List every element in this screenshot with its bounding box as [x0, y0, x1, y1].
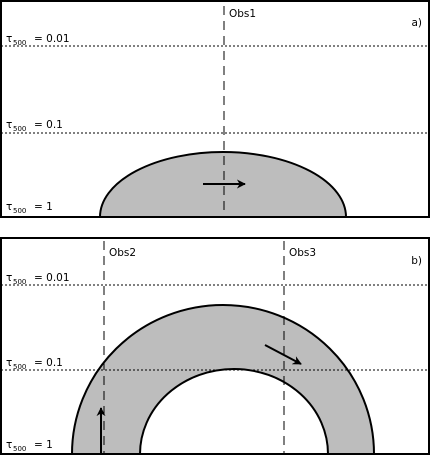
panel-a-tag: a) — [411, 17, 422, 29]
svg-text:τ: τ — [6, 201, 12, 213]
svg-text:500: 500 — [13, 207, 26, 215]
svg-text:= 1: = 1 — [34, 439, 53, 451]
panel-a-frame — [0, 0, 430, 218]
svg-text:τ: τ — [6, 33, 12, 45]
panel-b-frame — [0, 237, 430, 455]
svg-text:τ: τ — [6, 357, 12, 369]
obs2-label: Obs2 — [109, 247, 136, 259]
svg-text:500: 500 — [13, 125, 26, 133]
svg-text:500: 500 — [13, 39, 26, 47]
obs3-label: Obs3 — [289, 247, 316, 259]
panel-b-tag: b) — [411, 255, 422, 267]
svg-text:τ: τ — [6, 439, 12, 451]
tau-label-a-01: τ 500 = 0.1 — [6, 119, 63, 133]
svg-text:= 1: = 1 — [34, 201, 53, 213]
tau-label-a-1: τ 500 = 1 — [6, 201, 53, 215]
svg-text:= 0.1: = 0.1 — [34, 357, 63, 369]
tau-label-b-1: τ 500 = 1 — [6, 439, 53, 453]
tau-label-b-01: τ 500 = 0.1 — [6, 357, 63, 371]
svg-text:500: 500 — [13, 278, 26, 286]
tau-label-a-001: τ 500 = 0.01 — [6, 33, 70, 47]
svg-text:= 0.1: = 0.1 — [34, 119, 63, 131]
svg-text:500: 500 — [13, 445, 26, 453]
svg-text:τ: τ — [6, 272, 12, 284]
obs1-label: Obs1 — [229, 8, 256, 20]
panel-b: b) Obs2 Obs3 τ 500 = 0.01 τ 500 = 0.1 τ … — [0, 237, 430, 455]
svg-text:τ: τ — [6, 119, 12, 131]
svg-text:= 0.01: = 0.01 — [34, 272, 70, 284]
svg-text:500: 500 — [13, 363, 26, 371]
loop-annulus — [70, 304, 376, 454]
flow-arrow-b-down — [264, 344, 302, 365]
tau-label-b-001: τ 500 = 0.01 — [6, 272, 70, 286]
panel-a: a) Obs1 τ 500 = 0.01 τ 500 = 0.1 τ 500 =… — [0, 0, 430, 218]
svg-text:= 0.01: = 0.01 — [34, 33, 70, 45]
